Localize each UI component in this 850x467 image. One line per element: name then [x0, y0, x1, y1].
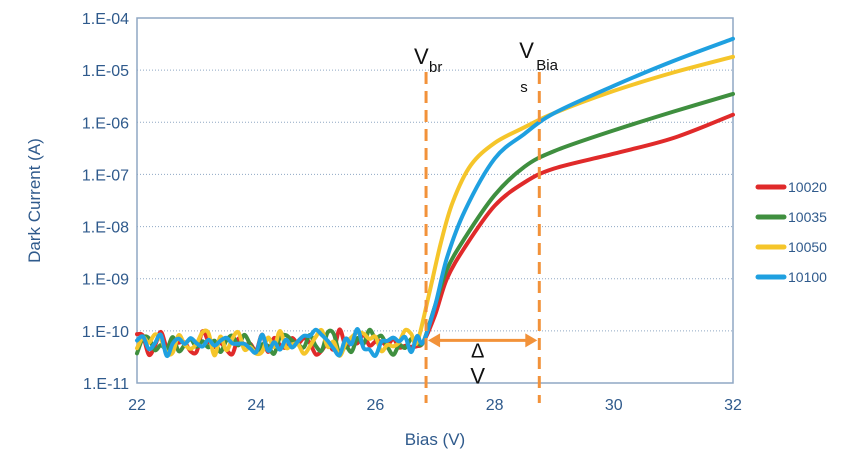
x-tick-label: 22 [128, 397, 146, 414]
x-tick-label: 28 [486, 397, 504, 414]
series-line-10020 [135, 112, 735, 358]
y-tick-label: 1.E-07 [82, 167, 129, 184]
legend-label-10035: 10035 [788, 209, 827, 225]
x-tick-label: 30 [605, 397, 623, 414]
plot-frame [136, 17, 734, 384]
vbias-label-subscript-2: s [520, 79, 528, 96]
delta-v-label-delta: Δ [471, 340, 484, 362]
legend-label-10020: 10020 [788, 179, 827, 195]
x-tick-label: 24 [247, 397, 265, 414]
y-tick-label: 1.E-11 [83, 376, 129, 393]
delta-v-arrowhead-left [428, 333, 441, 348]
axis-layer: 1.E-11 1.E-10 1.E-09 1.E-08 1.E-07 1.E-06 1.E-… [25, 11, 742, 449]
delta-v-label-v: V [470, 363, 485, 388]
legend-label-10100: 10100 [788, 269, 827, 285]
legend-layer: 10020 10035 10050 10100 [755, 179, 827, 285]
y-tick-label: 1.E-06 [82, 115, 129, 132]
x-axis-title: Bias (V) [405, 430, 465, 449]
vbias-label-subscript: Bia [536, 57, 558, 74]
delta-v-arrowhead-right [525, 333, 538, 348]
series-layer [135, 36, 735, 358]
y-tick-label: 1.E-09 [82, 272, 129, 289]
x-tick-label: 26 [367, 397, 385, 414]
vbr-label: V [414, 44, 429, 69]
series-line-10050 [135, 54, 735, 358]
y-tick-label: 1.E-10 [82, 324, 129, 341]
y-tick-label: 1.E-08 [82, 220, 129, 237]
y-tick-label: 1.E-04 [82, 11, 129, 28]
series-line-10100 [135, 36, 735, 358]
y-tick-label: 1.E-05 [82, 63, 129, 80]
legend-label-10050: 10050 [788, 239, 827, 255]
y-axis-title: Dark Current (A) [25, 138, 44, 263]
vbr-label-subscript: br [429, 59, 442, 76]
grid-layer [137, 69, 733, 332]
x-tick-label: 32 [724, 397, 742, 414]
vbias-label: V [519, 38, 534, 63]
